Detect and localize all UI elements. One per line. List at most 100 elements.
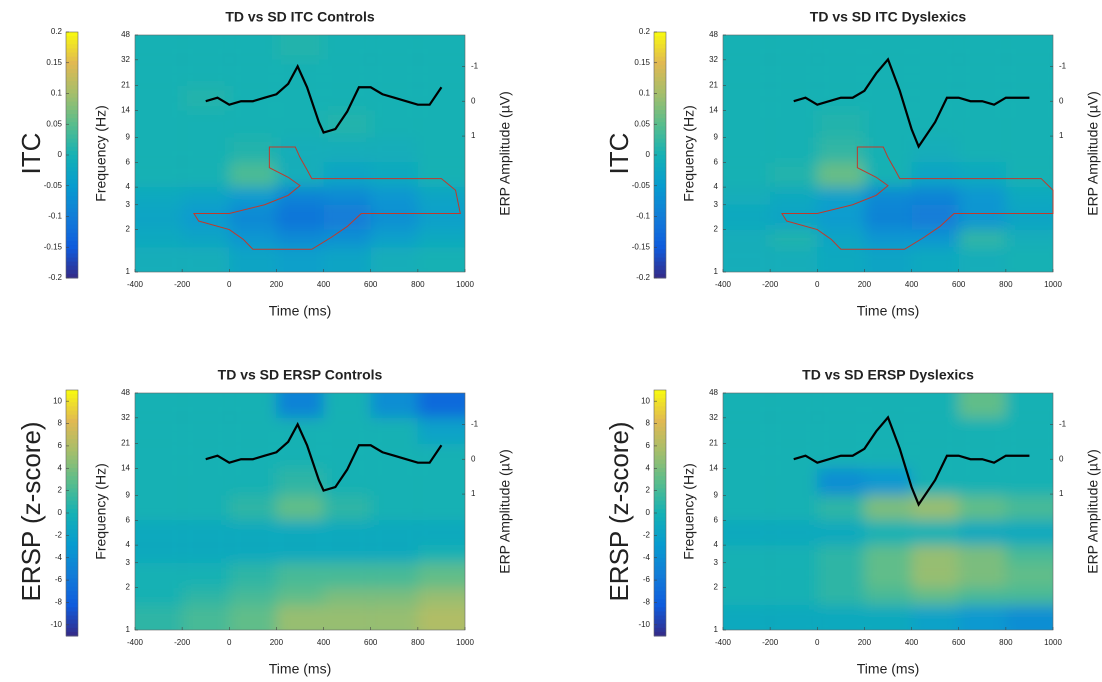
heat-cell — [229, 520, 277, 546]
colorbar-step — [654, 114, 666, 119]
chart-title: TD vs SD ERSP Dyslexics — [802, 367, 974, 383]
colorbar-step — [654, 93, 666, 99]
x-tick-label: 0 — [815, 638, 820, 647]
colorbar-tick-label: 8 — [646, 419, 651, 428]
colorbar-step — [66, 447, 78, 452]
colorbar-tick-label: 2 — [646, 486, 651, 495]
heat-cell — [770, 59, 818, 86]
heat-cell — [817, 495, 865, 521]
heat-cell — [770, 393, 818, 418]
colorbar-tick-label: 0 — [58, 508, 63, 517]
heat-cell — [417, 562, 465, 588]
heatmap-cells — [723, 35, 1053, 272]
heat-cell — [182, 110, 230, 138]
colorbar-step — [66, 146, 78, 152]
heat-cell — [182, 562, 230, 588]
heat-cell — [770, 417, 818, 444]
heat-cell — [182, 545, 230, 563]
colorbar-step — [654, 232, 666, 238]
colorbar-step — [66, 463, 78, 469]
heat-cell — [817, 468, 865, 496]
colorbar-step — [66, 126, 78, 131]
colorbar-tick-label: 6 — [646, 441, 651, 450]
colorbar-step — [66, 562, 78, 567]
colorbar-step — [66, 590, 78, 596]
heat-cell — [958, 443, 1006, 469]
colorbar-step — [654, 56, 666, 62]
heat-cell — [417, 393, 465, 418]
plot-frame — [722, 392, 1054, 631]
heat-cell — [958, 545, 1006, 563]
colorbar-step — [66, 48, 78, 53]
x-tick-label: 0 — [227, 638, 232, 647]
y2-tick-label: 1 — [1059, 131, 1064, 140]
colorbar-tick-label: -4 — [643, 553, 651, 562]
colorbar-step — [654, 167, 666, 172]
heat-cell — [958, 162, 1006, 188]
y2-axis-label: ERP Amplitude (µV) — [1085, 449, 1101, 574]
heat-cell — [1005, 495, 1053, 521]
heat-cell — [323, 587, 371, 606]
colorbar-step — [66, 237, 78, 242]
colorbar-step — [66, 216, 78, 222]
colorbar-step — [654, 410, 666, 416]
colorbar-step — [654, 500, 666, 506]
colorbar-tick-label: -0.1 — [636, 212, 650, 221]
colorbar-step — [66, 459, 78, 465]
colorbar-step — [654, 488, 666, 493]
colorbar-step — [654, 68, 666, 74]
y-tick-label: 1 — [714, 267, 719, 276]
colorbar-tick-label: 0.2 — [639, 27, 651, 36]
colorbar-step — [66, 508, 78, 514]
heat-cell — [370, 468, 418, 496]
heat-cell — [1005, 520, 1053, 546]
heat-cell — [723, 229, 771, 248]
y-tick-label: 9 — [126, 491, 131, 500]
plot-frame — [134, 34, 466, 273]
colorbar-step — [66, 253, 78, 258]
y2-tick-label: 1 — [471, 131, 476, 140]
heat-cell — [417, 162, 465, 188]
side-label: ERSP (z-score) — [604, 421, 634, 601]
heat-cell — [370, 187, 418, 205]
heat-cell — [1005, 110, 1053, 138]
colorbar-step — [66, 245, 78, 250]
colorbar-step — [66, 155, 78, 160]
heat-cell — [323, 85, 371, 111]
colorbar-step — [654, 472, 666, 477]
heat-cell — [135, 229, 183, 248]
colorbar-step — [654, 273, 666, 279]
y-tick-label: 21 — [121, 439, 130, 448]
colorbar-step — [66, 232, 78, 238]
colorbar-step — [66, 150, 78, 156]
side-label: ITC — [604, 133, 634, 175]
heat-cell — [817, 393, 865, 418]
colorbar-step — [654, 81, 666, 86]
heat-cell — [229, 85, 277, 111]
colorbar-step — [66, 521, 78, 526]
heat-cell — [817, 59, 865, 86]
colorbar-step — [654, 463, 666, 469]
heat-cell — [370, 204, 418, 230]
y-tick-label: 4 — [714, 182, 719, 191]
heat-cell — [911, 562, 959, 588]
colorbar-step — [66, 273, 78, 279]
colorbar-tick-label: -0.2 — [48, 273, 62, 282]
colorbar-tick-label: -0.1 — [48, 212, 62, 221]
heat-cell — [182, 137, 230, 163]
colorbar-step — [654, 459, 666, 465]
heat-cell — [770, 495, 818, 521]
colorbar-step — [66, 224, 78, 230]
y2-tick-label: 1 — [1059, 489, 1064, 498]
heat-cell — [1005, 587, 1053, 606]
heat-cell — [817, 162, 865, 188]
x-tick-label: 800 — [999, 638, 1013, 647]
heat-cell — [323, 443, 371, 469]
colorbar-step — [66, 418, 78, 424]
y-tick-label: 4 — [126, 182, 131, 191]
heat-cell — [182, 229, 230, 248]
heat-cell — [817, 204, 865, 230]
colorbar-step — [66, 426, 78, 432]
heat-cell — [770, 443, 818, 469]
y-tick-label: 32 — [709, 413, 718, 422]
